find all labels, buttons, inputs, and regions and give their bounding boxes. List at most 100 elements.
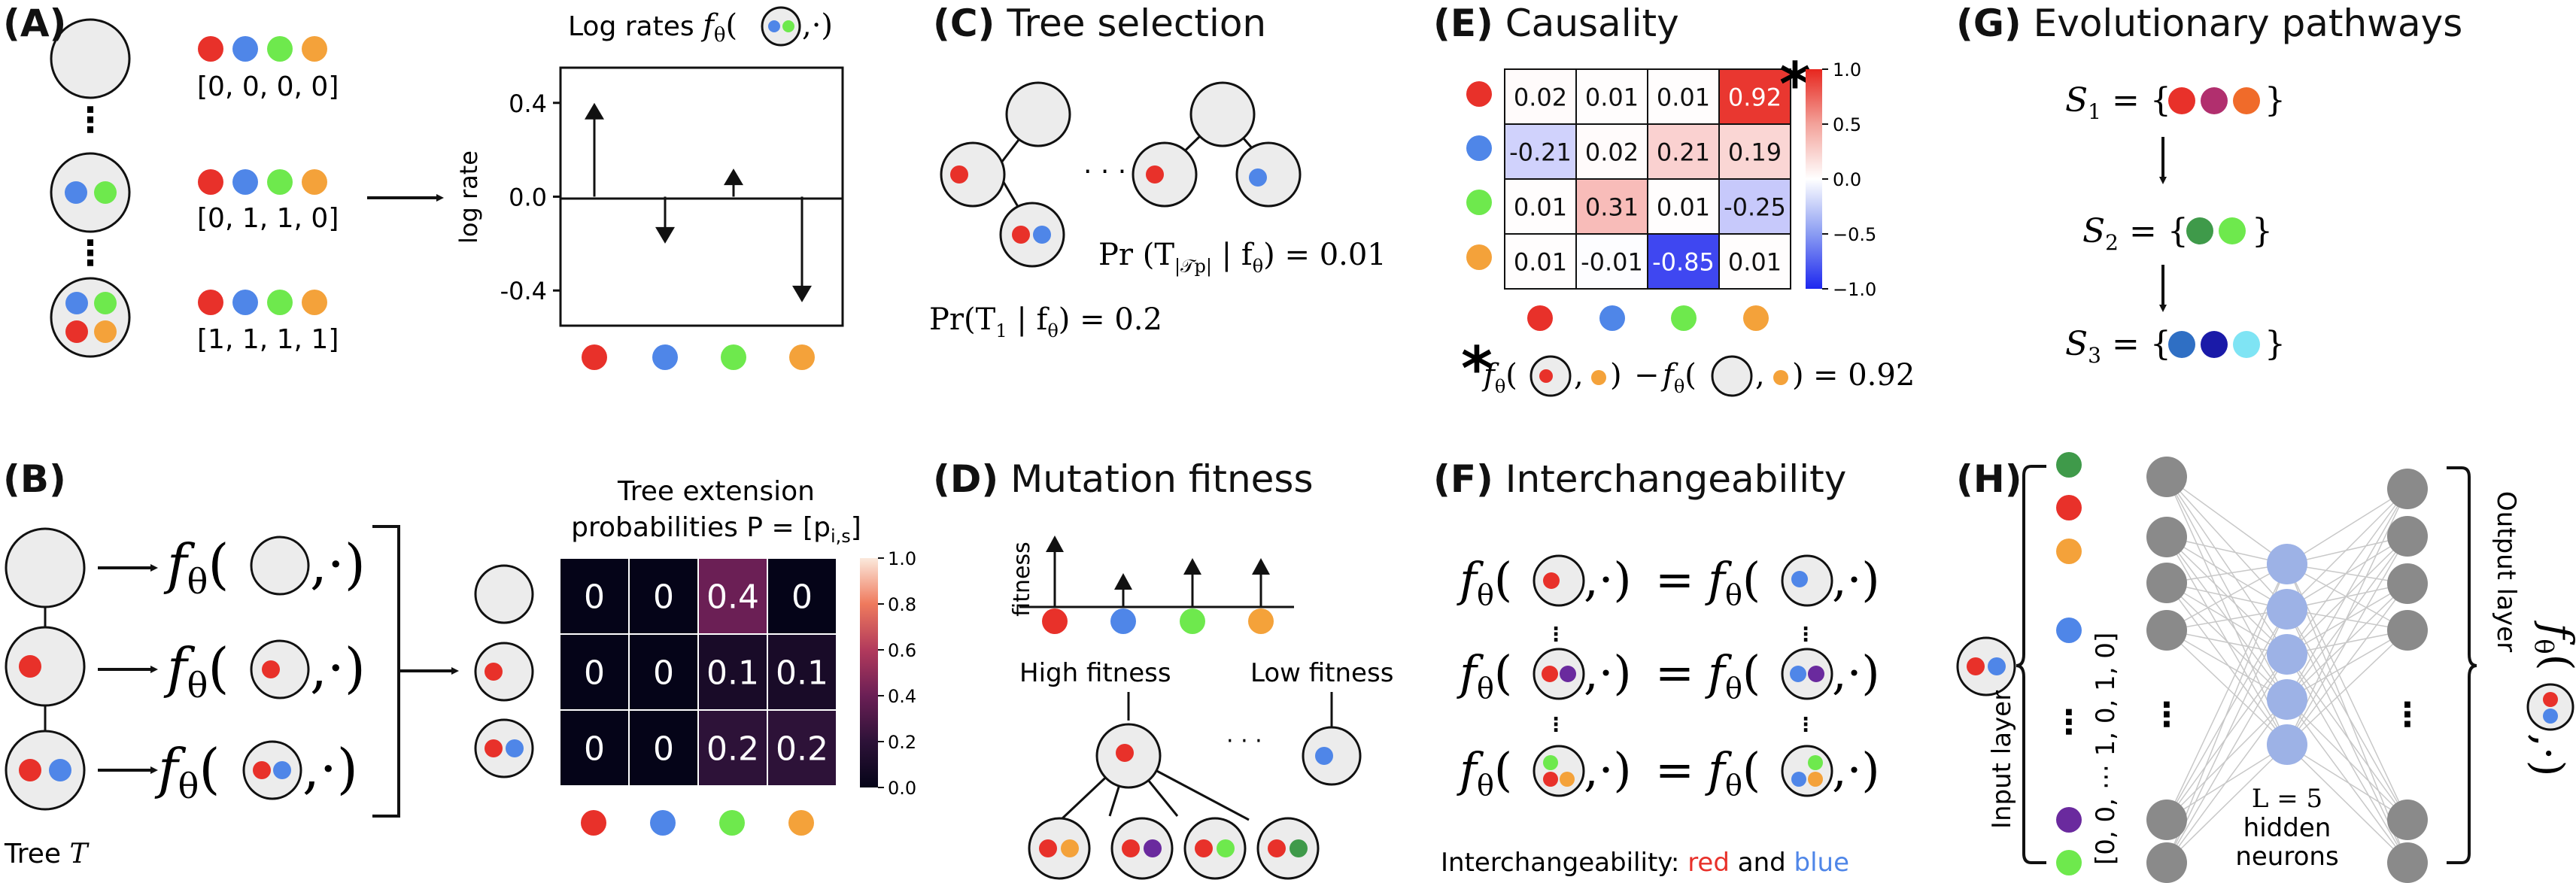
red-mutation-dot [1012, 226, 1030, 244]
blue-mutation-dot [1988, 657, 2006, 675]
heat-cell-label: 0 [584, 654, 605, 693]
causality-cell-label: 0.02 [1585, 138, 1639, 167]
heat-cell-label: 0.2 [776, 730, 828, 769]
hidden-L: L = 5 [2252, 784, 2322, 814]
fn-root: fθ( [163, 533, 229, 602]
hidden-neuron [2267, 679, 2307, 720]
binary-vector-2: [0, 1, 1, 0] [197, 203, 339, 234]
orange-mutation-dot [1591, 370, 1606, 385]
red-mutation-dot [950, 165, 968, 184]
svg-text:,·): ,·) [1832, 552, 1880, 607]
input-vector: [0, 0, ⋯ 1, 0, 1, 0] [2091, 633, 2121, 865]
high-fitness-label: High fitness [1019, 658, 1171, 688]
y-tick-label: 0.4 [509, 90, 547, 118]
svg-text:,·): ,·) [1584, 645, 1632, 700]
hidden-word: hidden [2243, 813, 2331, 843]
neurons-word: neurons [2235, 842, 2338, 872]
red-mutation-dot [1146, 165, 1164, 184]
causality-cell [1647, 233, 1720, 290]
causality-cell-label: 0.01 [1514, 248, 1567, 277]
fitness-dot-red [1042, 608, 1068, 634]
causality-cell-label: 0.02 [1514, 83, 1567, 112]
heat-cell [559, 709, 630, 787]
heat-cell-label: 0.1 [706, 654, 759, 693]
red-mutation-dot [19, 655, 41, 678]
interchange-row-1: fθ( ,·) = fθ( ,·) [1457, 552, 1880, 611]
tree1-root [1005, 81, 1071, 147]
right-brace [372, 525, 416, 818]
hidden-neuron [2267, 589, 2307, 630]
output-neuron [2387, 469, 2428, 509]
blue-mutation-dot [768, 20, 780, 32]
fitness-arrows [1046, 536, 1270, 607]
input-neuron [2146, 800, 2187, 840]
network-nodes: ⋮ ⋮ [2146, 457, 2428, 883]
svg-text:,·): ,·) [1832, 645, 1880, 700]
output-layer-label: Output layer [2491, 491, 2521, 652]
heat-cell [628, 709, 699, 787]
extension-heatmap: 0 0 0.4 0 0 0 0.1 0.1 0 0 0.2 0.2 [559, 557, 837, 787]
panel-d: fitness High fitness Low fitness · · · [1009, 536, 1393, 880]
causality-cell-label: -0.21 [1509, 138, 1572, 167]
input-genotype [1956, 636, 2016, 696]
output-neuron [2387, 516, 2428, 557]
heat-cell [628, 557, 699, 635]
cbar-tick-label: −1.0 [1833, 279, 1876, 300]
heat-title-line1: Tree extension [617, 476, 815, 507]
orange-mutation-dot [94, 320, 117, 343]
panel-a: ⋮ ⋮ [0, 0, 0, 0] [0, 1, 1, 0] [1, 1, 1, … [50, 6, 844, 370]
panel-e: 0.02 0.01 0.01 0.92 -0.21 0.02 0.21 0.19 0.01 0.3… [1461, 50, 1915, 404]
heatB-x-dots [581, 810, 814, 836]
tree2-right [1235, 141, 1302, 208]
input-neuron [2146, 457, 2187, 497]
hidden-neuron [2267, 634, 2307, 675]
svg-text:=: = [1655, 645, 1694, 700]
causality-cell-label: 0.01 [1585, 83, 1639, 112]
tree-label: Tree T [4, 839, 90, 869]
tree-leaf-node [5, 730, 86, 811]
causality-cell-label: 0.19 [1728, 138, 1782, 167]
eq-f2: fθ( [1660, 358, 1697, 397]
red-mutation-dot [262, 660, 280, 678]
interchange-row-3: fθ( ,·) = fθ( ,·) [1457, 742, 1880, 802]
red-mutation-dot [1539, 369, 1553, 383]
input-brace [2016, 465, 2046, 864]
heat-row-root-icon [474, 564, 534, 624]
heat-cell-label: 0 [653, 654, 674, 693]
blue-mutation-dot [273, 761, 291, 779]
green-mutation-dot [94, 292, 117, 314]
svg-text:=: = [1655, 742, 1694, 797]
input-neuron [2146, 842, 2187, 883]
causality-cell [1504, 233, 1577, 290]
panel-letter-a: (A) [3, 2, 67, 45]
genotype-empty-circle [50, 18, 131, 99]
heat-cell-label: 0 [653, 730, 674, 769]
fn-root-genotype [250, 536, 310, 596]
dots: ⋮ [1796, 714, 1815, 736]
fn-leaf: fθ( [154, 737, 220, 806]
svg-text:fθ(: fθ( [1457, 645, 1512, 705]
red-mutation-dot [1967, 657, 1985, 675]
red-mutation-dot [65, 320, 88, 343]
blue-mutation-dot [1033, 226, 1051, 244]
output-neuron [2387, 842, 2428, 883]
heatE-colorbar [1806, 69, 1822, 289]
panel-b: fθ( ,·) fθ( ,·) fθ( ,·) Tree T Tree exte… [4, 476, 916, 869]
red-mutation-dot [485, 663, 503, 681]
eq-star: * [1461, 334, 1493, 404]
fitness-arrow [1046, 536, 1064, 607]
eq-result: = 0.92 [1813, 358, 1915, 393]
eq-f1: fθ( [1481, 358, 1517, 397]
s1-close: } [2265, 81, 2286, 120]
causality-cell [1504, 123, 1577, 180]
heat-cell-label: 0.2 [706, 730, 759, 769]
panel-c: · · · Pr (T|𝒯p| | fθ) = 0.01 Pr(T1 | fθ)… [929, 81, 1387, 341]
cbar-tick-label: 0.0 [888, 778, 916, 799]
tree1-leaf [999, 202, 1065, 268]
green-mutation-dot [1217, 839, 1235, 857]
tree-middle-node [5, 626, 86, 707]
panel-e-heading: (E) Causality [1433, 2, 1679, 45]
cbar-tick-label: 0.0 [1833, 169, 1861, 190]
causality-cell-label: 0.01 [1514, 193, 1567, 222]
green-mutation-dot [94, 181, 117, 204]
